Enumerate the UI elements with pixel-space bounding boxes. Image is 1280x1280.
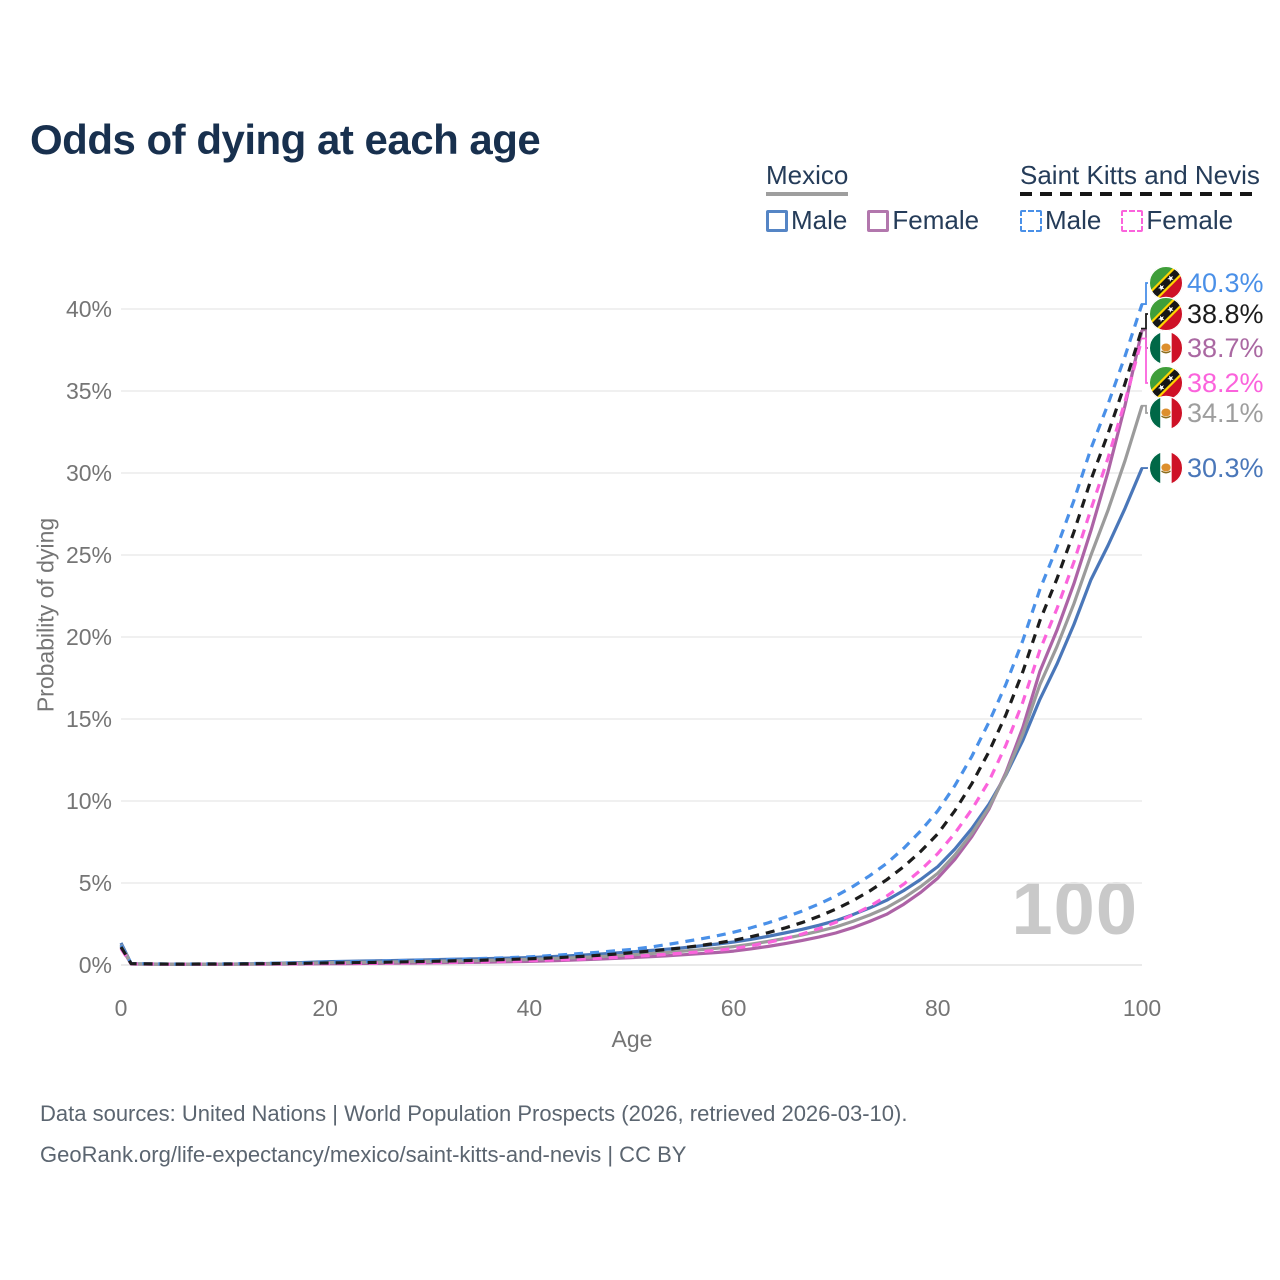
legend-group-saint-kitts-and-nevis: Saint Kitts and Nevis Male Female xyxy=(1020,160,1260,236)
end-label-value: 38.7% xyxy=(1187,333,1264,363)
x-tick-label: 80 xyxy=(925,995,951,1021)
checkbox-skn-male-icon[interactable] xyxy=(1020,209,1042,232)
mexico-flag-icon xyxy=(1148,395,1184,431)
hover-age-watermark: 100 xyxy=(1011,867,1138,950)
y-tick-label: 40% xyxy=(66,296,112,322)
footer: Data sources: United Nations | World Pop… xyxy=(40,1093,907,1175)
legend-label-mexico-female: Female xyxy=(892,205,980,235)
y-tick-label: 30% xyxy=(66,460,112,486)
end-label-connector xyxy=(1141,282,1148,305)
footer-attribution: GeoRank.org/life-expectancy/mexico/saint… xyxy=(40,1142,687,1167)
end-label-connector xyxy=(1141,404,1148,414)
legend-label-mexico-male: Male xyxy=(791,205,848,235)
y-tick-label: 20% xyxy=(66,624,112,650)
y-tick-label: 35% xyxy=(66,378,112,404)
legend-item-mexico-male[interactable]: Male xyxy=(766,205,847,236)
legend-item-skn-male[interactable]: Male xyxy=(1020,205,1101,236)
legend-item-mexico-female[interactable]: Female xyxy=(867,205,979,236)
legend-country-mexico[interactable]: Mexico xyxy=(766,160,849,190)
end-label-value: 34.1% xyxy=(1187,398,1264,428)
legend-group-mexico: Mexico Male Female xyxy=(766,160,979,236)
y-tick-label: 25% xyxy=(66,542,112,568)
y-tick-label: 10% xyxy=(66,788,112,814)
end-label-value: 38.2% xyxy=(1187,368,1264,398)
line-saint-kitts-and-nevis-female xyxy=(119,338,1144,966)
y-tick-label: 15% xyxy=(66,706,112,732)
mexico-flag-icon xyxy=(1148,330,1184,366)
end-label-value: 40.3% xyxy=(1187,268,1264,298)
line-saint-kitts-and-nevis-both-sexes xyxy=(119,328,1144,966)
checkbox-mexico-male-icon[interactable] xyxy=(766,209,788,232)
y-tick-label: 0% xyxy=(79,952,112,978)
x-tick-label: 20 xyxy=(312,995,338,1021)
y-tick-label: 5% xyxy=(79,870,112,896)
x-axis-title: Age xyxy=(611,1026,653,1052)
legend-underline-saint-kitts-and-nevis xyxy=(1020,192,1260,196)
line-mexico-both-sexes xyxy=(119,405,1144,966)
end-label-connector xyxy=(1141,337,1148,384)
saint-kitts-and-nevis-flag-icon xyxy=(1148,296,1184,332)
y-axis-title: Probability of dying xyxy=(32,517,59,713)
checkbox-mexico-female-icon[interactable] xyxy=(867,209,890,232)
line-saint-kitts-and-nevis-male xyxy=(119,303,1144,966)
end-label-value: 30.3% xyxy=(1187,453,1264,483)
legend-label-skn-female: Female xyxy=(1146,205,1234,235)
page-title: Odds of dying at each age xyxy=(30,116,541,164)
checkbox-skn-female-icon[interactable] xyxy=(1121,209,1144,232)
x-tick-label: 100 xyxy=(1123,995,1161,1021)
x-tick-label: 60 xyxy=(721,995,747,1021)
x-tick-label: 0 xyxy=(115,995,128,1021)
line-mexico-male xyxy=(119,467,1144,966)
x-tick-label: 40 xyxy=(517,995,543,1021)
legend-item-skn-female[interactable]: Female xyxy=(1121,205,1233,236)
mexico-flag-icon xyxy=(1148,450,1184,486)
legend-underline-mexico xyxy=(766,192,849,196)
end-label-value: 38.8% xyxy=(1187,299,1264,329)
legend-label-skn-male: Male xyxy=(1045,205,1102,235)
legend-country-saint-kitts-and-nevis[interactable]: Saint Kitts and Nevis xyxy=(1020,160,1260,190)
line-mexico-female xyxy=(119,329,1144,966)
footer-data-sources: Data sources: United Nations | World Pop… xyxy=(40,1101,908,1126)
end-label-connector xyxy=(1141,313,1148,330)
